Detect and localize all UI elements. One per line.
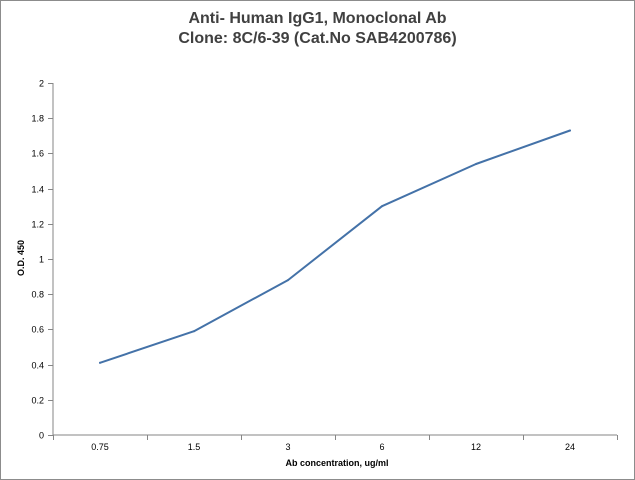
chart-title: Anti- Human IgG1, Monoclonal Ab Clone: 8… xyxy=(1,9,634,49)
data-point xyxy=(287,279,289,282)
y-tick-label: 0.4 xyxy=(31,361,44,371)
x-tick-label: 0.75 xyxy=(91,442,109,452)
y-tick-label: 0.2 xyxy=(31,396,44,406)
x-tick-label: 12 xyxy=(471,442,481,452)
y-tick-label: 1.6 xyxy=(31,149,44,159)
y-tick-label: 0.8 xyxy=(31,290,44,300)
data-point xyxy=(381,205,383,208)
x-axis-title: Ab concentration, ug/ml xyxy=(285,458,388,468)
chart-title-line-2: Clone: 8C/6-39 (Cat.No SAB4200786) xyxy=(178,30,457,47)
y-tick-label: 1.8 xyxy=(31,114,44,124)
series-line xyxy=(99,129,571,364)
y-tick-label: 1.4 xyxy=(31,185,44,195)
plot-area: 0 0.2 0.4 0.6 0.8 1 1.2 1.4 1.6 1.8 2 0.75 1.5 3 6 12 24 xyxy=(31,79,618,452)
x-tick-label: 1.5 xyxy=(188,442,201,452)
data-point xyxy=(569,129,571,132)
data-point xyxy=(99,361,101,364)
y-tick-label: 1.2 xyxy=(31,220,44,230)
y-tick-label: 0.6 xyxy=(31,325,44,335)
y-tick-label: 2 xyxy=(39,79,44,89)
data-point xyxy=(193,330,195,333)
x-tick-label: 24 xyxy=(565,442,575,452)
y-tick-label: 1 xyxy=(39,255,44,265)
y-axis-title: O.D. 450 xyxy=(16,240,26,276)
y-tick-label: 0 xyxy=(39,431,44,441)
x-tick-label: 3 xyxy=(285,442,290,452)
data-point xyxy=(475,163,477,165)
chart-title-line-1: Anti- Human IgG1, Monoclonal Ab xyxy=(188,10,447,27)
x-tick-label: 6 xyxy=(379,442,384,452)
